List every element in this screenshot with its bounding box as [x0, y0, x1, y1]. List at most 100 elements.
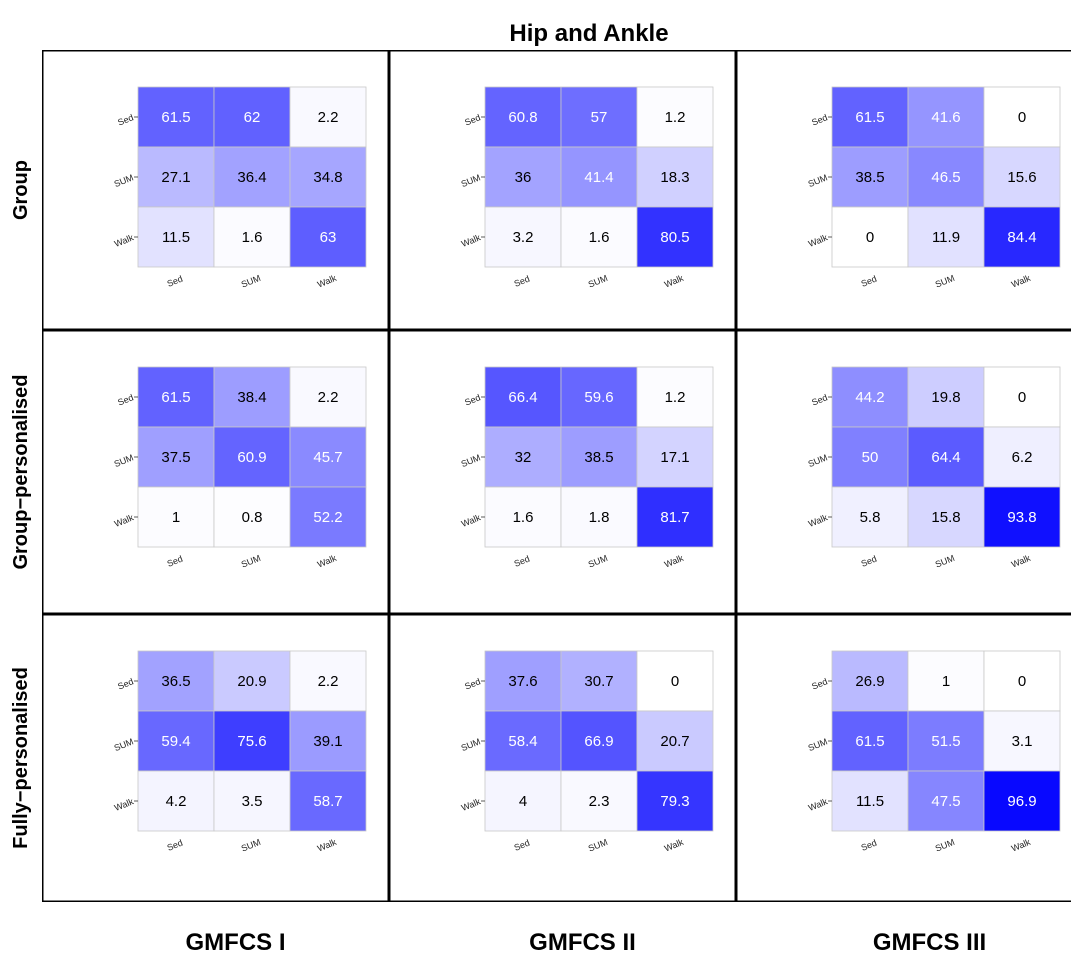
heatmap-cell — [831, 770, 909, 832]
heatmap-cell — [213, 366, 291, 428]
y-tick-label: SUM — [113, 172, 135, 189]
heatmap-cell — [137, 650, 215, 712]
cell-value-label: 63 — [320, 229, 337, 246]
cell-value-label: 1 — [942, 673, 950, 690]
heatmap-cell — [636, 486, 714, 548]
panel-fully-personalised-gmfcs-i: 36.5 20.9 2.2 59.4 75.6 39.1 4.2 3.5 58.7 Sed SUM W… — [42, 614, 389, 902]
heatmap-cell — [560, 486, 638, 548]
cell-value-label: 36.5 — [161, 673, 190, 690]
cell-value-label: 32 — [515, 449, 532, 466]
col-label-gmfcs-i: GMFCS I — [186, 929, 286, 956]
row-label-group-personalised: Group−personalised — [10, 374, 32, 569]
y-tick-label: Walk — [807, 796, 829, 813]
cell-value-label: 57 — [591, 109, 608, 126]
x-tick-label: Walk — [663, 553, 685, 570]
heatmap-cell — [636, 146, 714, 208]
panel-border — [42, 50, 389, 330]
cell-value-label: 41.6 — [931, 109, 960, 126]
heatmap-cell — [983, 486, 1061, 548]
x-tick-label: Sed — [860, 554, 879, 569]
cell-value-label: 61.5 — [161, 389, 190, 406]
cell-value-label: 80.5 — [660, 229, 689, 246]
cell-value-label: 0 — [1018, 389, 1026, 406]
y-tick-label: Sed — [116, 392, 135, 407]
cell-value-label: 51.5 — [931, 733, 960, 750]
heatmap-cell — [213, 486, 291, 548]
heatmap-cell — [213, 426, 291, 488]
panel-border — [389, 330, 736, 614]
cell-value-label: 44.2 — [855, 389, 884, 406]
cell-value-label: 47.5 — [931, 793, 960, 810]
heatmap-cell — [484, 86, 562, 148]
cell-value-label: 84.4 — [1007, 229, 1036, 246]
heatmap-cell — [289, 426, 367, 488]
cell-value-label: 4 — [519, 793, 527, 810]
heatmap-cell — [636, 650, 714, 712]
x-tick-label: SUM — [240, 273, 262, 290]
heatmap-cell — [831, 650, 909, 712]
panel-border — [42, 330, 389, 614]
heatmap-cell — [636, 770, 714, 832]
cell-value-label: 0 — [1018, 109, 1026, 126]
heatmap-cell — [560, 86, 638, 148]
cell-value-label: 58.7 — [313, 793, 342, 810]
heatmap-cell — [831, 710, 909, 772]
y-tick-label: SUM — [113, 452, 135, 469]
heatmap-cell — [289, 206, 367, 268]
cell-value-label: 93.8 — [1007, 509, 1036, 526]
y-tick-label: SUM — [807, 172, 829, 189]
panel-border — [389, 50, 736, 330]
heatmap-cell — [213, 206, 291, 268]
y-tick-label: SUM — [807, 452, 829, 469]
heatmap-cell — [560, 206, 638, 268]
cell-value-label: 26.9 — [855, 673, 884, 690]
cell-value-label: 45.7 — [313, 449, 342, 466]
y-tick-label: Walk — [113, 512, 135, 529]
cell-value-label: 19.8 — [931, 389, 960, 406]
heatmap-cell — [484, 206, 562, 268]
cell-value-label: 5.8 — [860, 509, 881, 526]
heatmap-cell — [907, 710, 985, 772]
cell-value-label: 37.5 — [161, 449, 190, 466]
cell-value-label: 37.6 — [508, 673, 537, 690]
cell-value-label: 0 — [866, 229, 874, 246]
cell-value-label: 1.6 — [513, 509, 534, 526]
row-label-group: Group — [10, 160, 32, 220]
y-tick-label: SUM — [807, 736, 829, 753]
x-tick-label: Walk — [316, 553, 338, 570]
label-layer: Group Group−personalised Fully−personalise… — [10, 160, 986, 956]
cell-value-label: 2.2 — [318, 673, 339, 690]
cell-value-label: 38.5 — [584, 449, 613, 466]
col-label-gmfcs-iii: GMFCS III — [873, 929, 986, 956]
y-tick-label: Sed — [810, 112, 829, 127]
heatmap-cell — [983, 206, 1061, 268]
x-tick-label: Walk — [1010, 553, 1032, 570]
panel-layer: 61.5 62 2.2 27.1 36.4 34.8 11.5 1.6 63 Sed SUM Walk… — [42, 50, 1071, 902]
y-tick-label: Sed — [810, 392, 829, 407]
heatmap-cell — [983, 770, 1061, 832]
panel-group-gmfcs-ii: 60.8 57 1.2 36 41.4 18.3 3.2 1.6 80.5 Sed SUM Walk S… — [389, 50, 736, 330]
panel-fully-personalised-gmfcs-ii: 37.6 30.7 0 58.4 66.9 20.7 4 2.3 79.3 Sed SUM Walk S… — [389, 614, 736, 902]
cell-value-label: 30.7 — [584, 673, 613, 690]
cell-value-label: 75.6 — [237, 733, 266, 750]
col-label-gmfcs-ii: GMFCS II — [529, 929, 636, 956]
x-tick-label: Sed — [166, 274, 185, 289]
x-tick-label: Sed — [860, 838, 879, 853]
heatmap-cell — [983, 650, 1061, 712]
x-tick-label: Sed — [166, 838, 185, 853]
heatmap-cell — [289, 770, 367, 832]
x-tick-label: Walk — [316, 837, 338, 854]
y-tick-label: Sed — [463, 112, 482, 127]
cell-value-label: 36 — [515, 169, 532, 186]
heatmap-cell — [560, 146, 638, 208]
heatmap-cell — [484, 710, 562, 772]
heatmap-cell — [636, 86, 714, 148]
heatmap-cell — [907, 146, 985, 208]
cell-value-label: 1.2 — [665, 389, 686, 406]
cell-value-label: 52.2 — [313, 509, 342, 526]
heatmap-cell — [983, 366, 1061, 428]
heatmap-cell — [983, 146, 1061, 208]
cell-value-label: 1.2 — [665, 109, 686, 126]
cell-value-label: 1 — [172, 509, 180, 526]
y-tick-label: Sed — [463, 676, 482, 691]
